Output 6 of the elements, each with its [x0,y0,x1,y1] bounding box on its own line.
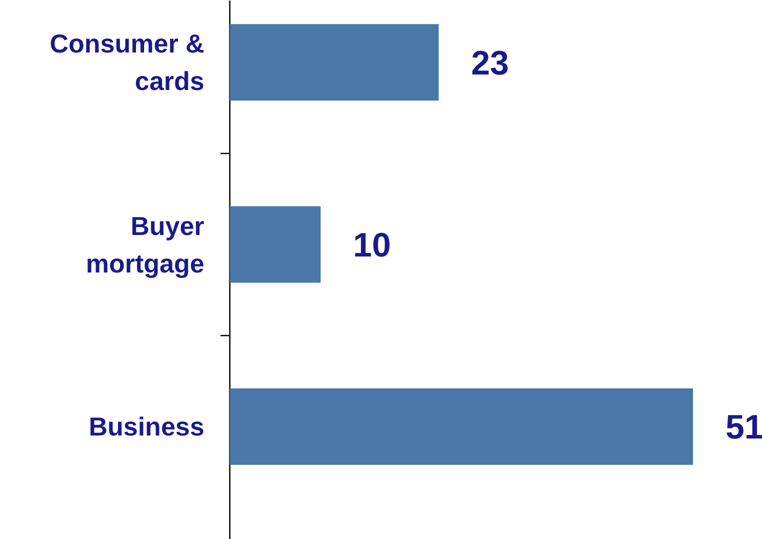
data-label: 23 [471,44,509,82]
y-tick-label: Consumer & cards [50,28,204,96]
y-tick-label: Business [88,412,204,442]
y-tick-label: Buyer mortgage [86,210,204,278]
data-label: 10 [353,226,391,265]
data-label: 51 [725,408,762,447]
